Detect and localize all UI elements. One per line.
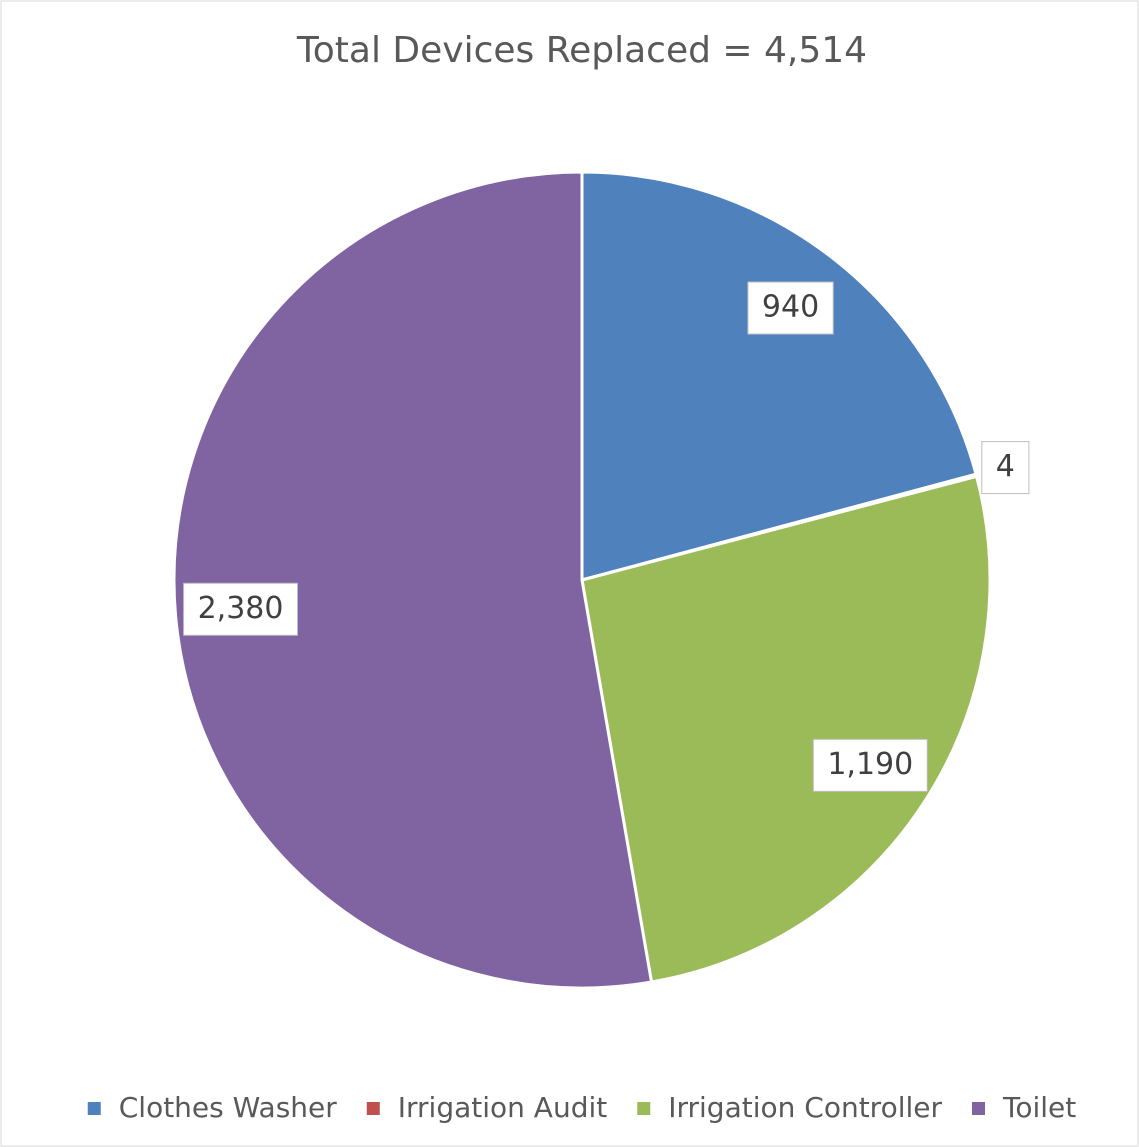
data-label: 940 <box>762 290 819 325</box>
legend-swatch <box>972 1102 986 1115</box>
legend-label: Irrigation Audit <box>398 1091 607 1124</box>
legend-label: Clothes Washer <box>119 1091 338 1124</box>
data-label: 2,380 <box>198 591 284 626</box>
pie-slice <box>580 170 978 582</box>
data-label: 4 <box>996 449 1015 484</box>
data-label-box <box>981 441 1030 495</box>
legend-swatch <box>637 1102 651 1115</box>
legend-label: Irrigation Controller <box>668 1091 942 1124</box>
chart-title: Total Devices Replaced = 4,514 <box>296 30 867 71</box>
legend-label: Toilet <box>1002 1091 1076 1124</box>
data-label-box <box>747 281 834 335</box>
data-label-box <box>812 738 928 792</box>
pie-slice <box>580 474 992 984</box>
data-label-box <box>183 582 298 636</box>
pie-slice <box>172 170 654 990</box>
legend-swatch <box>87 1102 101 1115</box>
legend-swatch <box>366 1102 380 1115</box>
data-label: 1,190 <box>827 747 913 782</box>
